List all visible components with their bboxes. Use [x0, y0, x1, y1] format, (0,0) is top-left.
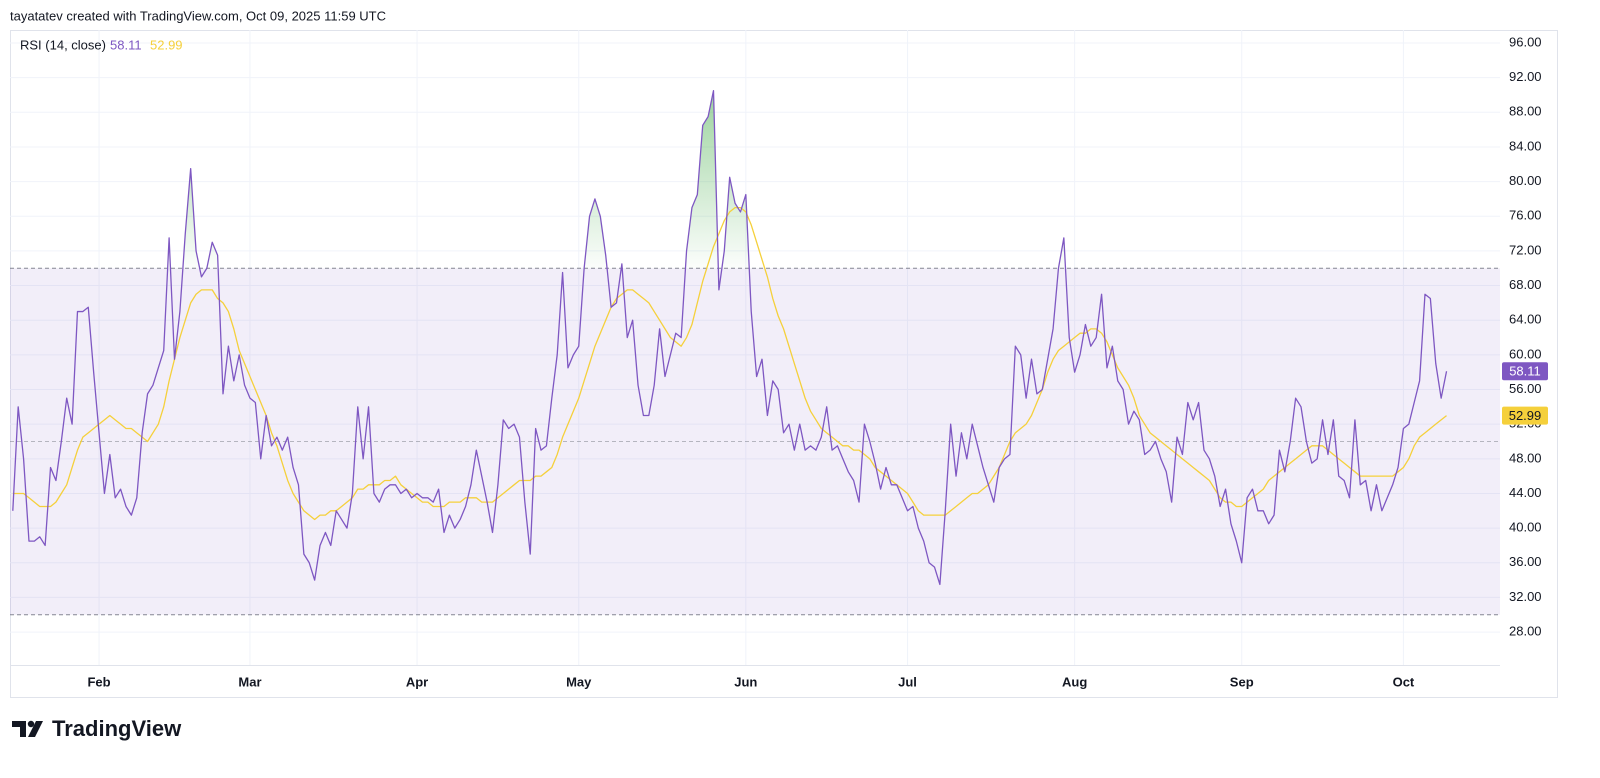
- x-tick-label: Aug: [1062, 674, 1087, 689]
- y-tick-label: 68.00: [1509, 277, 1542, 292]
- y-tick-label: 92.00: [1509, 69, 1542, 84]
- price-badge: [1502, 406, 1548, 425]
- x-tick-label: Mar: [238, 674, 261, 689]
- x-tick-label: Sep: [1230, 674, 1254, 689]
- price-badge: [1502, 362, 1548, 381]
- x-tick-label: May: [566, 674, 592, 689]
- header-credit: tayatatev created with TradingView.com, …: [10, 8, 386, 23]
- x-tick-label: Oct: [1393, 674, 1415, 689]
- x-tick-label: Jun: [734, 674, 757, 689]
- y-tick-label: 60.00: [1509, 346, 1542, 361]
- rsi-ma-line: [12, 206, 1447, 521]
- y-tick-label: 84.00: [1509, 138, 1542, 153]
- x-tick-label: Jul: [898, 674, 917, 689]
- y-tick-label: 80.00: [1509, 173, 1542, 188]
- rsi-line: [12, 89, 1448, 586]
- brand-name: TradingView: [52, 716, 182, 741]
- y-tick-label: 72.00: [1509, 242, 1542, 257]
- y-tick-label: 48.00: [1509, 450, 1542, 465]
- grid: [10, 30, 1500, 665]
- y-tick-label: 32.00: [1509, 589, 1542, 604]
- plot-area: [10, 89, 1500, 616]
- y-tick-label: 44.00: [1509, 485, 1542, 500]
- y-tick-label: 96.00: [1509, 34, 1542, 49]
- y-tick-label: 36.00: [1509, 554, 1542, 569]
- brand-logo: [12, 720, 43, 737]
- x-tick-label: Feb: [87, 674, 110, 689]
- axes: 28.0032.0036.0040.0044.0048.0052.0056.00…: [10, 34, 1548, 689]
- y-tick-label: 56.00: [1509, 381, 1542, 396]
- y-tick-label: 88.00: [1509, 104, 1542, 119]
- legend-title: RSI (14, close): [20, 37, 106, 52]
- price-badge-label: 58.11: [1509, 364, 1541, 379]
- y-tick-label: 76.00: [1509, 208, 1542, 223]
- y-tick-label: 28.00: [1509, 624, 1542, 639]
- price-badge-label: 52.99: [1509, 408, 1542, 423]
- y-tick-label: 64.00: [1509, 312, 1542, 327]
- chart-frame: [10, 30, 1558, 698]
- legend-value: 52.99: [150, 37, 183, 52]
- legend-value: 58.11: [110, 37, 142, 52]
- x-tick-label: Apr: [406, 674, 428, 689]
- y-tick-label: 40.00: [1509, 520, 1542, 535]
